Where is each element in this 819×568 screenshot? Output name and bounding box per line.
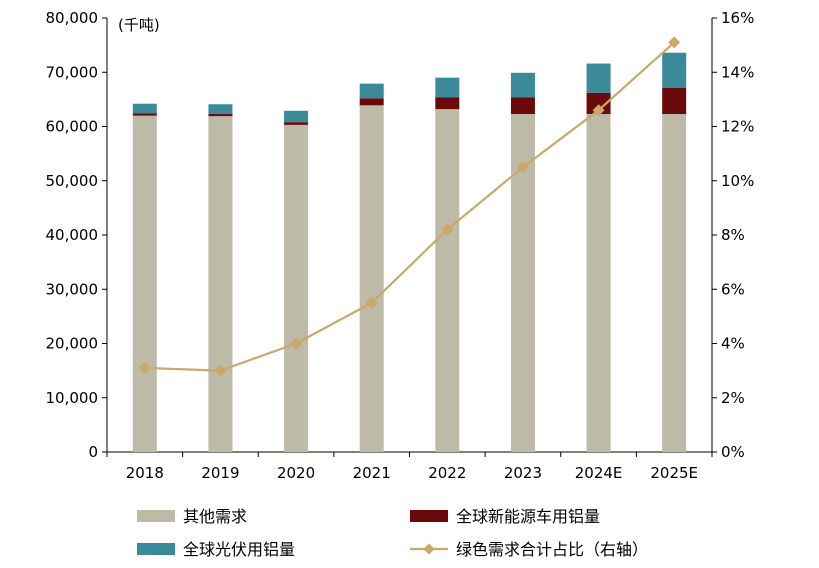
line-series: [138, 36, 681, 377]
bars: [132, 52, 687, 453]
bar-segment-2: [435, 77, 460, 98]
bar-segment-2: [510, 72, 535, 98]
bar-segment-1: [359, 98, 384, 106]
right-tick-label: 4%: [721, 335, 745, 353]
right-tick-label: 6%: [721, 280, 745, 298]
line-point: [516, 161, 529, 174]
bar-segment-1: [284, 122, 309, 125]
x-tick-label: 2020: [277, 464, 315, 482]
line-point: [592, 104, 605, 117]
line-point: [441, 223, 454, 236]
right-tick-label: 16%: [721, 9, 754, 27]
unit-label: (千吨): [118, 16, 160, 34]
left-tick-label: 60,000: [46, 118, 99, 136]
left-tick-label: 40,000: [46, 226, 99, 244]
legend-label: 全球光伏用铝量: [183, 540, 295, 559]
bar-segment-0: [284, 124, 309, 452]
left-tick-label: 10,000: [46, 389, 99, 407]
bar-segment-2: [208, 104, 233, 115]
right-tick-label: 8%: [721, 226, 745, 244]
bar-segment-2: [662, 52, 687, 88]
line-point: [214, 364, 227, 377]
legend-swatch: [137, 510, 175, 522]
left-tick-label: 80,000: [46, 9, 99, 27]
left-tick-label: 20,000: [46, 335, 99, 353]
x-tick-label: 2019: [201, 464, 239, 482]
legend-label: 其他需求: [183, 507, 247, 526]
bar-segment-0: [662, 114, 687, 453]
x-tick-label: 2025E: [650, 464, 698, 482]
bar-segment-2: [586, 63, 611, 93]
x-tick-label: 2022: [428, 464, 466, 482]
line-point: [668, 36, 681, 49]
legend-swatch-marker: [423, 543, 435, 555]
legend-swatch: [410, 510, 448, 522]
right-tick-label: 0%: [721, 443, 745, 461]
right-tick-label: 10%: [721, 172, 754, 190]
axes: 0 10,000 20,000 30,000 40,000 50,000 60,000 70,…: [46, 9, 755, 482]
left-tick-label: 30,000: [46, 280, 99, 298]
line-path: [144, 41, 675, 372]
legend-label: 绿色需求合计占比（右轴）: [456, 540, 648, 559]
x-tick-label: 2021: [353, 464, 391, 482]
bar-segment-0: [359, 105, 384, 452]
legend-label: 全球新能源车用铝量: [456, 507, 600, 526]
line-point: [365, 296, 378, 309]
bar-segment-0: [435, 109, 460, 452]
left-tick-label: 0: [88, 443, 98, 461]
bar-segment-2: [359, 83, 384, 99]
x-tick-label: 2018: [126, 464, 164, 482]
right-tick-label: 14%: [721, 63, 754, 81]
bar-segment-2: [284, 110, 309, 123]
bar-segment-0: [132, 115, 157, 453]
x-tick-label: 2024E: [575, 464, 623, 482]
left-tick-label: 70,000: [46, 63, 99, 81]
line-point: [138, 361, 151, 374]
bar-segment-1: [435, 97, 460, 110]
bar-segment-2: [132, 103, 157, 114]
bar-segment-0: [208, 116, 233, 452]
left-tick-label: 50,000: [46, 172, 99, 190]
bar-segment-1: [586, 92, 611, 115]
right-tick-label: 12%: [721, 118, 754, 136]
x-tick-label: 2023: [504, 464, 542, 482]
bar-segment-1: [510, 97, 535, 115]
bar-segment-1: [208, 114, 233, 117]
bar-segment-1: [662, 87, 687, 115]
bar-segment-0: [586, 114, 611, 453]
bar-segment-1: [132, 113, 157, 116]
right-tick-label: 2%: [721, 389, 745, 407]
legend-swatch: [137, 543, 175, 555]
line-point: [290, 337, 303, 350]
